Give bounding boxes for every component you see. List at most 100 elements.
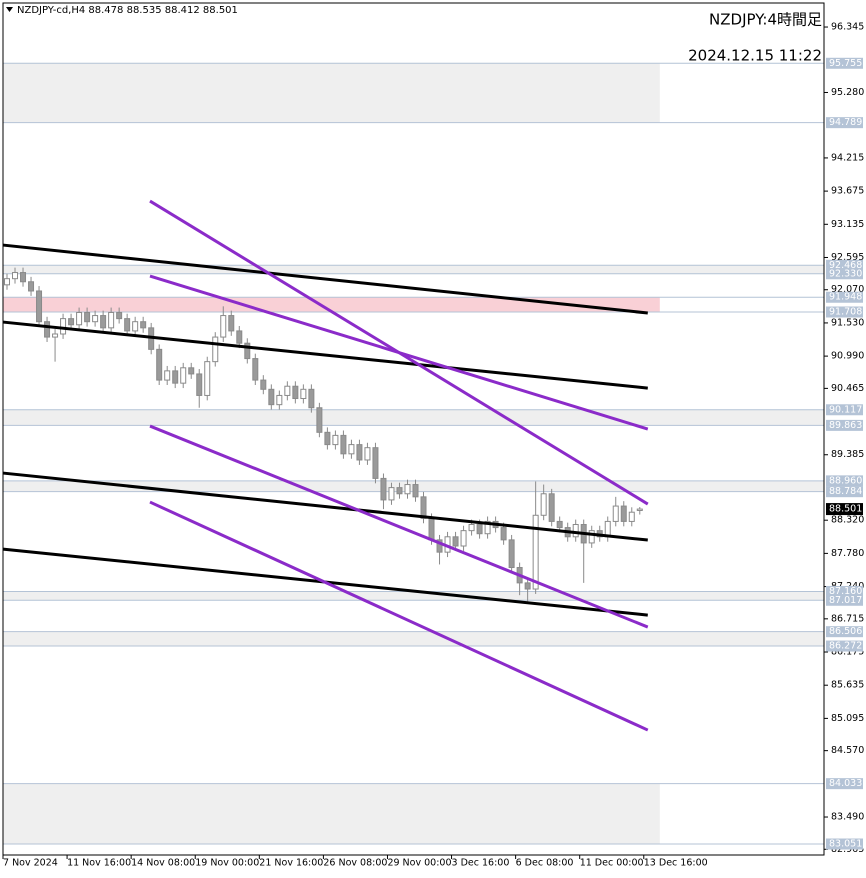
x-tick-label: 19 Nov 00:00 bbox=[195, 858, 259, 869]
y-tick-label: 88.320 bbox=[831, 515, 864, 526]
trend-line bbox=[2, 243, 648, 315]
candle-body bbox=[52, 333, 59, 338]
subtitle: NZDJPY:4時間足 bbox=[709, 11, 822, 29]
candle-body bbox=[284, 385, 291, 396]
candle-body bbox=[500, 527, 507, 541]
y-tick-label: 92.595 bbox=[831, 252, 864, 263]
candle-body bbox=[588, 530, 595, 544]
level-label: 88.784 bbox=[829, 486, 862, 497]
level-label: 90.117 bbox=[829, 404, 862, 415]
y-tick-label: 96.345 bbox=[831, 22, 864, 33]
trend-line bbox=[2, 320, 648, 390]
level-label: 87.017 bbox=[829, 595, 862, 606]
candle-body bbox=[420, 496, 427, 519]
trend-line bbox=[149, 500, 649, 732]
y-tick-label: 90.990 bbox=[831, 351, 864, 362]
candle-body bbox=[108, 311, 115, 329]
candle-body bbox=[548, 493, 555, 522]
candle-body bbox=[372, 447, 379, 479]
candle-body bbox=[340, 434, 347, 455]
y-tick-label: 86.715 bbox=[831, 613, 864, 624]
zone bbox=[3, 409, 824, 426]
level-label-bg bbox=[826, 259, 863, 271]
y-tick-label: 87.780 bbox=[831, 548, 864, 559]
candle-body bbox=[100, 315, 107, 329]
level-label-bg bbox=[826, 306, 863, 318]
level-label: 83.051 bbox=[829, 838, 862, 849]
candle-body bbox=[316, 407, 323, 433]
candle-body bbox=[228, 315, 235, 332]
y-tick-label: 89.385 bbox=[831, 449, 864, 460]
level-label: 88.960 bbox=[829, 475, 862, 486]
zone bbox=[3, 783, 660, 844]
candle-body bbox=[380, 477, 387, 501]
candle-body bbox=[204, 361, 211, 396]
level-label-bg bbox=[826, 419, 863, 431]
candle-body bbox=[572, 523, 579, 538]
y-tick-label: 91.530 bbox=[831, 317, 864, 328]
candle-body bbox=[196, 373, 203, 396]
level-label: 87.160 bbox=[829, 586, 862, 597]
candle-body bbox=[460, 530, 467, 547]
level-label-bg bbox=[826, 626, 863, 638]
x-tick-label: 7 Nov 2024 bbox=[3, 858, 58, 869]
level-label: 92.468 bbox=[829, 260, 862, 271]
candle-body bbox=[556, 520, 563, 529]
x-tick-label: 29 Nov 00:00 bbox=[387, 858, 451, 869]
candle-body bbox=[620, 505, 627, 522]
candle-body bbox=[524, 582, 531, 590]
menu-triangle[interactable] bbox=[6, 7, 13, 12]
level-label-bg bbox=[826, 117, 863, 129]
candle-body bbox=[172, 370, 179, 384]
candle-body bbox=[260, 379, 267, 390]
x-tick-label: 6 Dec 08:00 bbox=[516, 858, 574, 869]
candle-body bbox=[84, 311, 91, 323]
candle-body bbox=[212, 336, 219, 363]
y-tick-label: 95.280 bbox=[831, 87, 864, 98]
candle-body bbox=[116, 311, 123, 320]
trend-line bbox=[149, 274, 649, 431]
axis: 96.345 95.280 94.215 93.675 93.135 92.595 92.0… bbox=[2, 22, 864, 869]
candle-body bbox=[532, 514, 539, 590]
chart-title: NZDJPY-cd,H4 88.478 88.535 88.412 88.501 bbox=[17, 5, 238, 16]
zone bbox=[3, 297, 660, 312]
candle-body bbox=[300, 388, 307, 400]
candle-body bbox=[220, 315, 227, 338]
trend-lines bbox=[2, 199, 649, 732]
candle-body bbox=[508, 539, 515, 569]
candle-body bbox=[164, 370, 171, 381]
y-tick-label: 93.135 bbox=[831, 219, 864, 230]
level-label-bg bbox=[826, 291, 863, 303]
y-tick-label: 86.175 bbox=[831, 647, 864, 658]
y-tick-label: 94.215 bbox=[831, 152, 864, 163]
candle-body bbox=[180, 367, 187, 384]
zone bbox=[3, 591, 824, 601]
timestamp: 2024.12.15 11:22 bbox=[688, 47, 822, 65]
candle-body bbox=[36, 290, 43, 323]
candle-body bbox=[540, 493, 547, 516]
last-price-bg bbox=[826, 503, 863, 516]
candle-body bbox=[268, 388, 275, 406]
x-tick-label: 3 Dec 16:00 bbox=[452, 858, 510, 869]
level-label: 91.708 bbox=[829, 306, 862, 317]
x-tick-label: 21 Nov 16:00 bbox=[259, 858, 323, 869]
candle-body bbox=[396, 487, 403, 495]
candle-body bbox=[276, 394, 283, 406]
level-label: 84.033 bbox=[829, 778, 862, 789]
level-label-bg bbox=[826, 268, 863, 280]
candle-body bbox=[92, 315, 99, 323]
candle-body bbox=[628, 511, 635, 522]
candle-body bbox=[140, 321, 147, 329]
level-label: 89.863 bbox=[829, 420, 862, 431]
level-label-bg bbox=[826, 475, 863, 487]
candle-body bbox=[484, 520, 491, 535]
candle-body bbox=[364, 447, 371, 461]
last-price-label: 88.501 bbox=[829, 504, 862, 515]
level-label: 91.948 bbox=[829, 292, 862, 303]
candle-body bbox=[244, 342, 251, 360]
x-tick-label: 11 Nov 16:00 bbox=[67, 858, 131, 869]
zones bbox=[3, 63, 824, 844]
x-tick-label: 26 Nov 08:00 bbox=[323, 858, 387, 869]
level-label-bg bbox=[826, 640, 863, 652]
level-label: 86.272 bbox=[829, 641, 862, 652]
